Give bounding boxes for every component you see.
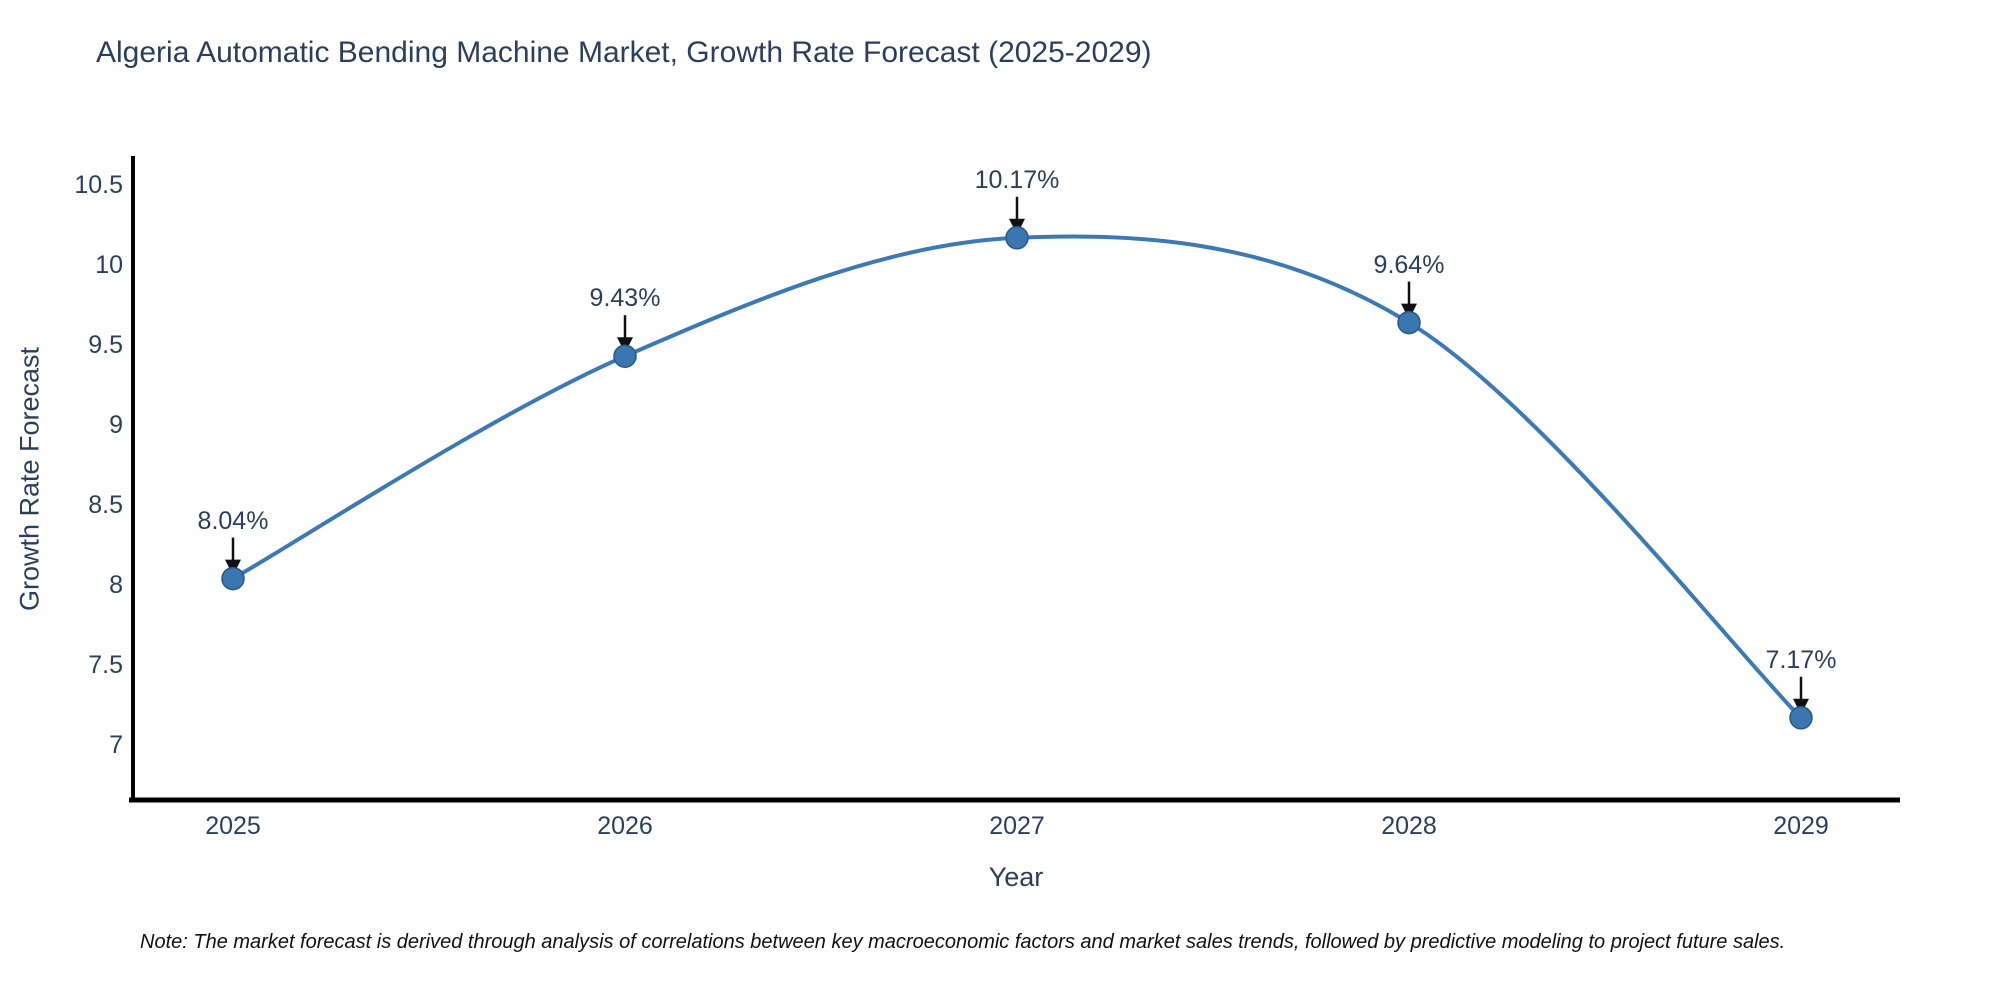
data-point-marker-2028: [1397, 310, 1421, 335]
x-tick-label-2027: 2027: [989, 812, 1045, 840]
annotation-label-2025: 8.04%: [197, 506, 269, 535]
forecast-line-path: [231, 234, 1803, 720]
footnote-text: Note: The market forecast is derived thr…: [140, 931, 1786, 953]
y-tick-label-10.5: 10.5: [74, 171, 123, 199]
chart-title: Algeria Automatic Bending Machine Market…: [96, 36, 1152, 69]
y-axis-line: [131, 156, 135, 802]
y-tick-label-9: 9: [109, 411, 123, 439]
y-tick-label-8.5: 8.5: [88, 491, 123, 519]
y-tick-label-7.5: 7.5: [88, 651, 123, 679]
x-tick-label-2028: 2028: [1381, 812, 1437, 840]
y-tick-label-8: 8: [109, 571, 123, 599]
x-axis-line: [129, 797, 1900, 803]
x-tick-label-2025: 2025: [205, 812, 261, 840]
data-point-marker-2026: [613, 344, 637, 368]
annotation-label-2027: 10.17%: [974, 165, 1060, 194]
y-tick-label-9.5: 9.5: [88, 331, 123, 359]
annotation-label-2028: 9.64%: [1373, 250, 1445, 279]
annotation-label-2029: 7.17%: [1765, 645, 1837, 674]
axes: [129, 156, 1900, 803]
annotation-arrows: [225, 196, 1809, 715]
data-point-marker-2025: [221, 566, 245, 591]
data-point-markers: [221, 226, 1813, 730]
x-tick-label-2029: 2029: [1773, 812, 1829, 840]
y-tick-label-10: 10: [95, 251, 123, 279]
y-tick-label-7: 7: [109, 731, 123, 759]
data-point-marker-2027: [1005, 226, 1029, 250]
data-point-marker-2029: [1789, 706, 1813, 730]
x-axis-title: Year: [988, 862, 1044, 892]
forecast-spline-line: [231, 234, 1803, 720]
y-axis-title: Growth Rate Forecast: [14, 346, 45, 612]
x-tick-label-2026: 2026: [597, 812, 653, 840]
annotation-label-2026: 9.43%: [589, 284, 661, 313]
